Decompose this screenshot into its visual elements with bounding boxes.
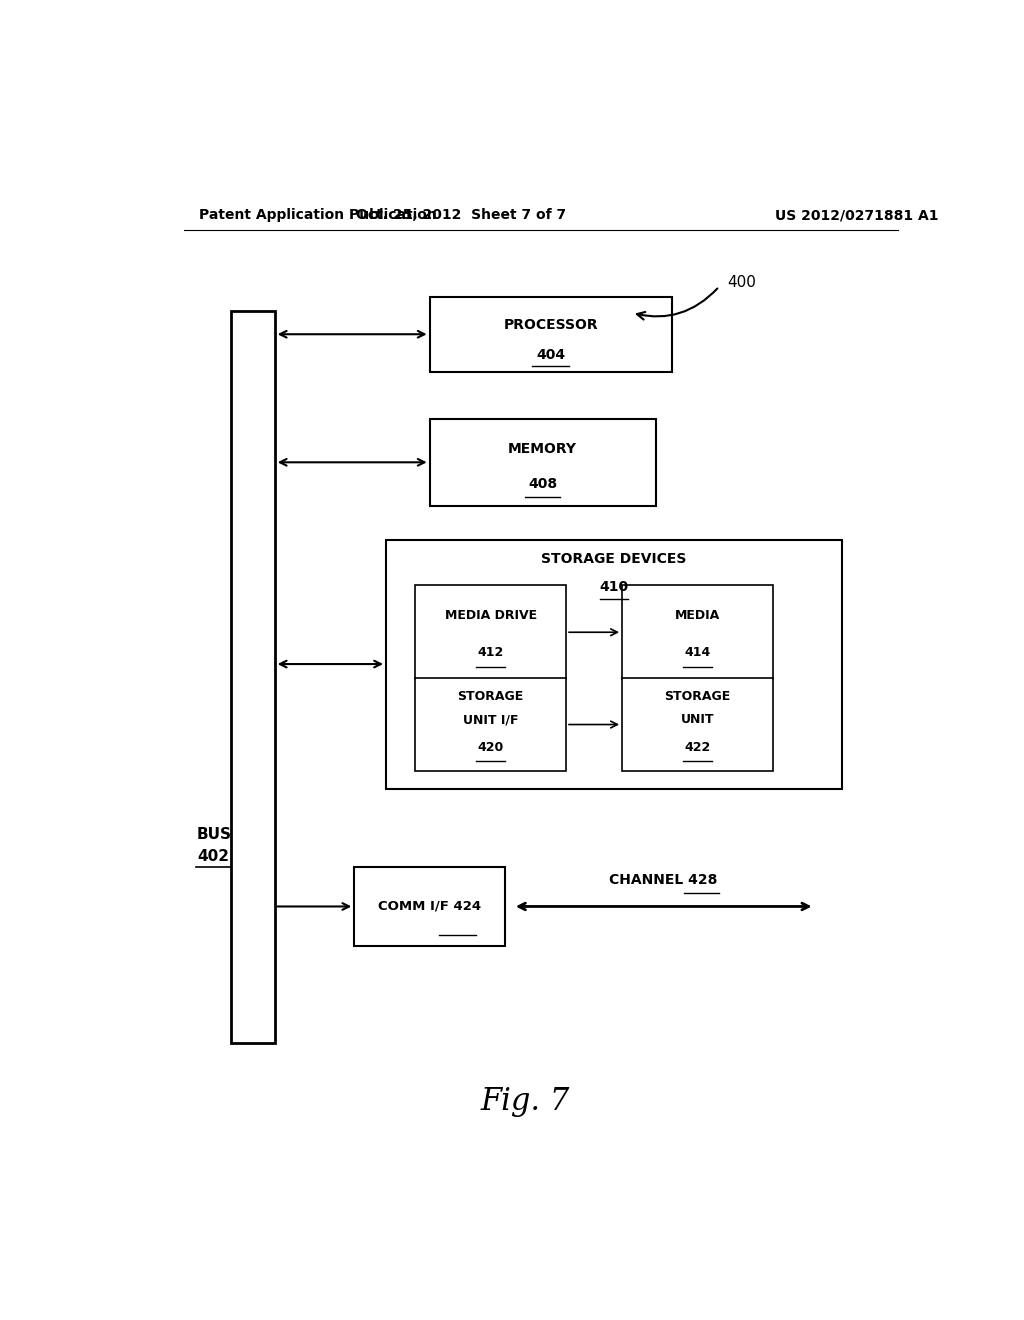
Text: 408: 408 xyxy=(528,477,557,491)
FancyBboxPatch shape xyxy=(416,586,566,678)
Text: 402: 402 xyxy=(198,849,229,863)
Text: MEMORY: MEMORY xyxy=(508,442,578,457)
Text: STORAGE DEVICES: STORAGE DEVICES xyxy=(542,553,687,566)
Text: BUS: BUS xyxy=(197,826,231,842)
Text: 412: 412 xyxy=(477,647,504,659)
Text: UNIT I/F: UNIT I/F xyxy=(463,713,518,726)
Text: MEDIA DRIVE: MEDIA DRIVE xyxy=(444,609,537,622)
FancyBboxPatch shape xyxy=(416,677,566,771)
FancyBboxPatch shape xyxy=(622,677,773,771)
Text: 420: 420 xyxy=(477,742,504,755)
Text: MEDIA: MEDIA xyxy=(675,609,720,622)
Text: US 2012/0271881 A1: US 2012/0271881 A1 xyxy=(775,209,938,222)
FancyBboxPatch shape xyxy=(231,312,274,1043)
Text: STORAGE: STORAGE xyxy=(665,690,730,704)
Text: 400: 400 xyxy=(727,275,756,290)
Text: COMM I/F 424: COMM I/F 424 xyxy=(378,900,481,913)
FancyBboxPatch shape xyxy=(386,540,842,788)
Text: PROCESSOR: PROCESSOR xyxy=(503,318,598,333)
Text: 410: 410 xyxy=(599,579,629,594)
Text: 422: 422 xyxy=(684,742,711,755)
Text: 414: 414 xyxy=(684,647,711,659)
Text: Fig. 7: Fig. 7 xyxy=(480,1086,569,1117)
FancyBboxPatch shape xyxy=(622,586,773,678)
Text: STORAGE: STORAGE xyxy=(458,690,524,704)
Text: UNIT: UNIT xyxy=(681,713,714,726)
FancyBboxPatch shape xyxy=(430,418,655,506)
Text: 404: 404 xyxy=(536,348,565,362)
Text: Oct. 25, 2012  Sheet 7 of 7: Oct. 25, 2012 Sheet 7 of 7 xyxy=(356,209,566,222)
Text: Patent Application Publication: Patent Application Publication xyxy=(200,209,437,222)
FancyBboxPatch shape xyxy=(354,867,505,946)
FancyBboxPatch shape xyxy=(430,297,672,372)
Text: CHANNEL 428: CHANNEL 428 xyxy=(609,873,718,887)
